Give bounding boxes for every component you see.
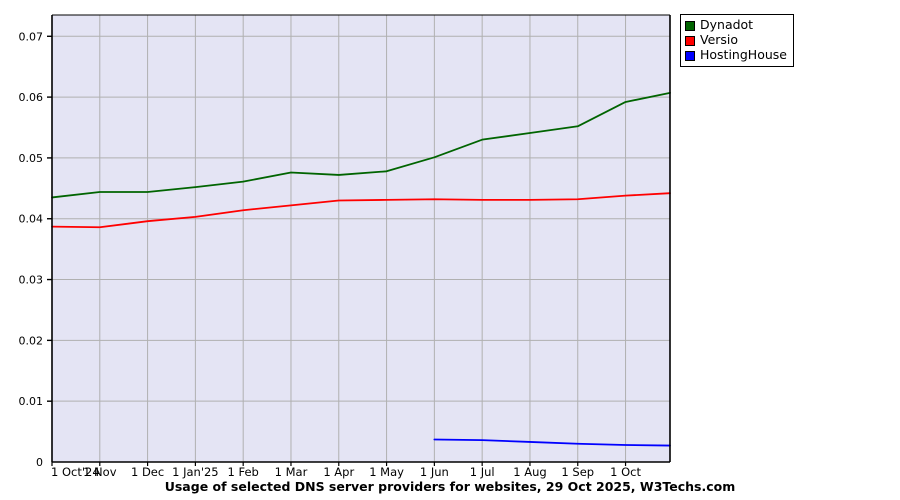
legend-label-dynadot: Dynadot	[700, 17, 754, 33]
legend-swatch-hostinghouse	[685, 50, 695, 61]
legend-swatch-versio	[685, 35, 695, 46]
y-tick-label: 0.02	[19, 334, 44, 347]
x-tick-label: 1 Feb	[228, 465, 259, 479]
x-tick-label: 1 Aug	[513, 465, 546, 479]
plot-background	[52, 15, 670, 462]
grid-lines	[52, 15, 670, 462]
x-tick-label: 1 Mar	[275, 465, 308, 479]
y-tick-label: 0.06	[19, 91, 44, 104]
x-tick-label: 1 Oct	[610, 465, 641, 479]
x-tick-label: 1 Nov	[83, 465, 117, 479]
x-tick-label: 1 Jun	[420, 465, 449, 479]
y-tick-label: 0.04	[19, 213, 44, 226]
y-tick-label: 0	[36, 456, 43, 469]
series-line-hostinghouse	[433, 438, 671, 447]
x-axis-ticks: 1 Oct'241 Nov 1 Dec 1 Jan'25 1 Feb 1 Mar 1 Ap…	[51, 462, 641, 479]
y-tick-label: 0.03	[19, 274, 44, 287]
x-tick-label: 1 Jul	[470, 465, 495, 479]
x-tick-label: 1 Apr	[323, 465, 354, 479]
legend-item-versio: Versio	[685, 33, 787, 48]
legend-item-dynadot: Dynadot	[685, 18, 787, 33]
chart-legend: Dynadot Versio HostingHouse	[680, 14, 794, 67]
legend-label-versio: Versio	[700, 32, 739, 48]
data-series	[51, 91, 671, 447]
chart-caption: Usage of selected DNS server providers f…	[164, 479, 736, 494]
x-tick-label: 1 May	[369, 465, 404, 479]
y-axis-ticks: 0 0.01 0.02 0.03 0.04 0.05 0.06 0.07	[19, 30, 52, 469]
y-tick-label: 0.05	[19, 152, 44, 165]
x-tick-label: 1 Oct'24	[51, 465, 100, 479]
legend-label-hostinghouse: HostingHouse	[700, 47, 787, 63]
x-tick-label: 1 Dec	[131, 465, 164, 479]
x-tick-label: 1 Sep	[561, 465, 594, 479]
series-line-dynadot	[51, 91, 671, 199]
legend-swatch-dynadot	[685, 20, 695, 31]
x-tick-label: 1 Jan'25	[172, 465, 219, 479]
series-line-versio	[51, 192, 671, 229]
y-tick-label: 0.07	[19, 30, 44, 43]
y-tick-label: 0.01	[19, 395, 44, 408]
legend-item-hostinghouse: HostingHouse	[685, 48, 787, 63]
